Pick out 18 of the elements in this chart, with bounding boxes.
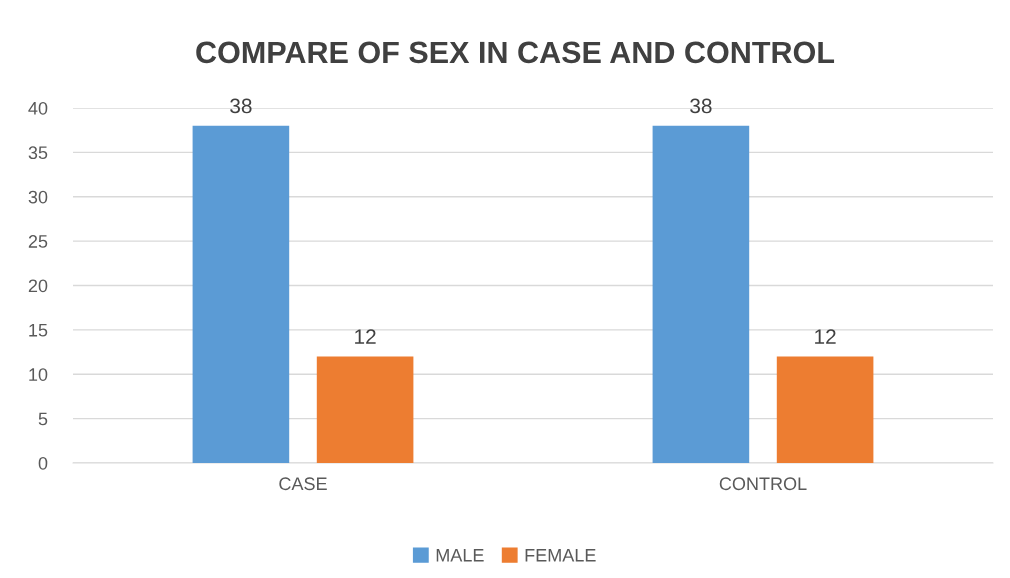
legend-label: FEMALE	[525, 549, 596, 562]
y-tick-label: 0	[38, 456, 48, 470]
chart-title: COMPARE OF SEX IN CASE AND CONTROL	[196, 41, 835, 64]
data-label: 38	[230, 98, 252, 114]
y-tick-label: 10	[29, 368, 48, 381]
y-tick-label: 40	[28, 101, 48, 115]
y-tick-label: 30	[28, 190, 48, 204]
y-tick-label: 25	[28, 235, 48, 248]
y-tick-label: 5	[38, 412, 48, 426]
data-label: 38	[690, 98, 712, 114]
y-tick-label: 20	[28, 279, 48, 293]
y-tick-label: 15	[29, 324, 48, 337]
x-tick-label: CASE	[279, 477, 327, 491]
x-tick-label: CONTROL	[719, 477, 807, 491]
data-label: 12	[815, 329, 836, 344]
data-label: 12	[355, 329, 376, 344]
legend-label: MALE	[436, 549, 484, 562]
y-tick-label: 35	[28, 146, 48, 160]
